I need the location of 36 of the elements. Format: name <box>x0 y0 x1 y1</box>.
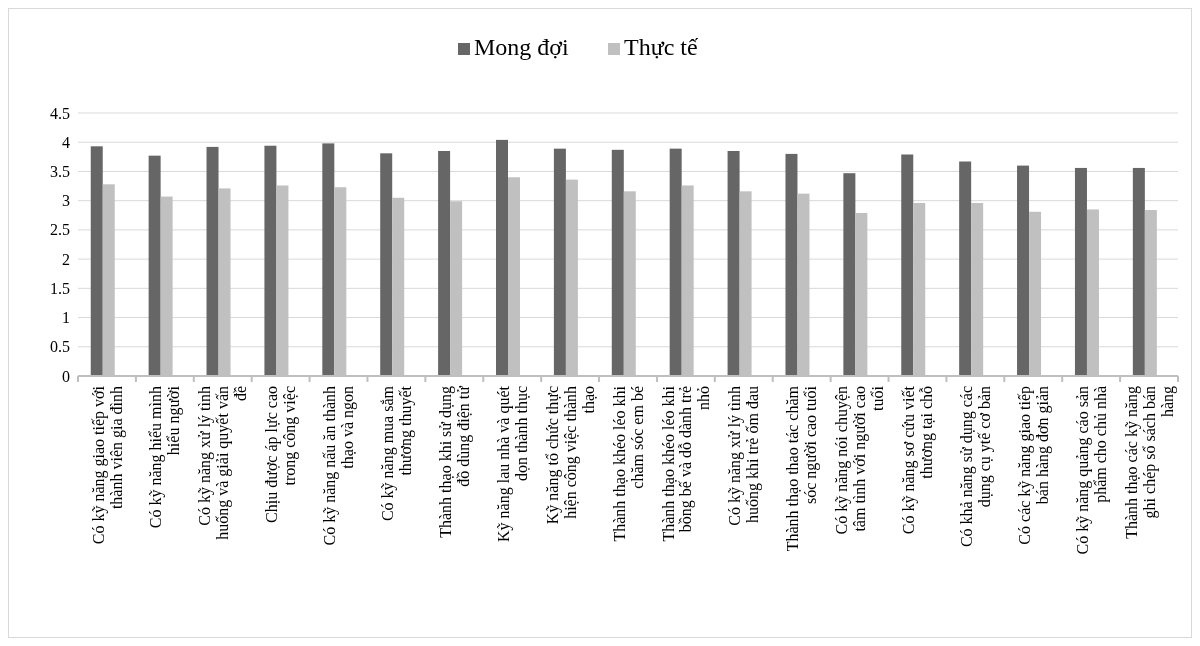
bar <box>901 154 914 376</box>
bar <box>322 143 335 376</box>
bar <box>1132 167 1145 376</box>
bar <box>611 149 624 376</box>
bar <box>785 153 798 376</box>
y-tick-label: 1.5 <box>50 279 70 297</box>
legend-label: Mong đợi <box>474 34 570 60</box>
bar <box>1017 165 1030 376</box>
x-tick-label: Kỹ năng tổ chức thực hiện công việc thành thạo <box>543 386 597 525</box>
bar <box>496 139 508 376</box>
bar <box>959 161 972 376</box>
y-tick-label: 3.5 <box>50 163 70 181</box>
bar <box>553 148 566 376</box>
y-tick-label: 0.5 <box>50 338 70 356</box>
y-tick-label: 2 <box>62 250 70 268</box>
y-tick-label: 4.5 <box>50 104 70 122</box>
bar <box>90 146 103 376</box>
x-tick-label: Có kỹ năng nói chuyện tâm tình với người cao tuổi <box>833 385 887 535</box>
x-tick-label: Có kỹ năng xử lý tình huống và giải quyết vấn đề <box>196 386 250 540</box>
bar <box>843 173 856 376</box>
y-tick-label: 0 <box>62 367 70 385</box>
bar <box>727 150 740 376</box>
bar <box>669 148 682 376</box>
bar <box>148 155 161 376</box>
legend-label: Thực tế <box>624 34 699 60</box>
x-tick-label: Thành thạo khéo léo khi bồng bế và dỗ dành trẻ nhỏ <box>659 385 713 542</box>
y-tick-label: 1 <box>62 309 70 327</box>
bar <box>438 150 451 376</box>
y-tick-label: 3 <box>62 192 70 210</box>
bar <box>206 146 219 376</box>
bar <box>264 145 277 376</box>
bar <box>380 153 393 376</box>
bar <box>1074 167 1087 376</box>
y-tick-label: 4 <box>62 133 70 151</box>
x-tick-label: Có kỹ năng giao tiếp với thành viên gia đình <box>89 385 126 545</box>
y-tick-label: 2.5 <box>50 221 70 239</box>
